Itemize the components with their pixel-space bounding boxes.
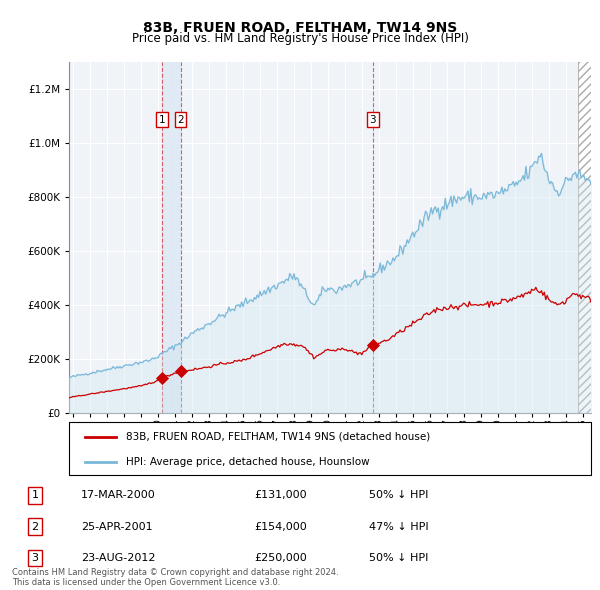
Text: 50% ↓ HPI: 50% ↓ HPI xyxy=(369,553,428,563)
Text: 1: 1 xyxy=(32,490,38,500)
Text: 2: 2 xyxy=(31,522,38,532)
Text: £131,000: £131,000 xyxy=(254,490,307,500)
Text: £250,000: £250,000 xyxy=(254,553,307,563)
Text: 3: 3 xyxy=(32,553,38,563)
Text: £154,000: £154,000 xyxy=(254,522,307,532)
Text: 47% ↓ HPI: 47% ↓ HPI xyxy=(369,522,429,532)
Text: 2: 2 xyxy=(177,115,184,125)
Text: 83B, FRUEN ROAD, FELTHAM, TW14 9NS (detached house): 83B, FRUEN ROAD, FELTHAM, TW14 9NS (deta… xyxy=(127,432,431,442)
FancyBboxPatch shape xyxy=(69,422,591,475)
Text: 50% ↓ HPI: 50% ↓ HPI xyxy=(369,490,428,500)
Point xyxy=(368,341,377,350)
Point xyxy=(176,367,185,376)
Bar xyxy=(161,62,181,413)
Text: 1: 1 xyxy=(158,115,165,125)
Text: Price paid vs. HM Land Registry's House Price Index (HPI): Price paid vs. HM Land Registry's House … xyxy=(131,32,469,45)
Text: 83B, FRUEN ROAD, FELTHAM, TW14 9NS: 83B, FRUEN ROAD, FELTHAM, TW14 9NS xyxy=(143,21,457,35)
Text: 17-MAR-2000: 17-MAR-2000 xyxy=(81,490,156,500)
Text: 25-APR-2001: 25-APR-2001 xyxy=(81,522,153,532)
Text: Contains HM Land Registry data © Crown copyright and database right 2024.
This d: Contains HM Land Registry data © Crown c… xyxy=(12,568,338,587)
Text: 23-AUG-2012: 23-AUG-2012 xyxy=(81,553,155,563)
Text: 3: 3 xyxy=(370,115,376,125)
Bar xyxy=(578,62,591,413)
Text: HPI: Average price, detached house, Hounslow: HPI: Average price, detached house, Houn… xyxy=(127,457,370,467)
Point xyxy=(157,373,166,382)
